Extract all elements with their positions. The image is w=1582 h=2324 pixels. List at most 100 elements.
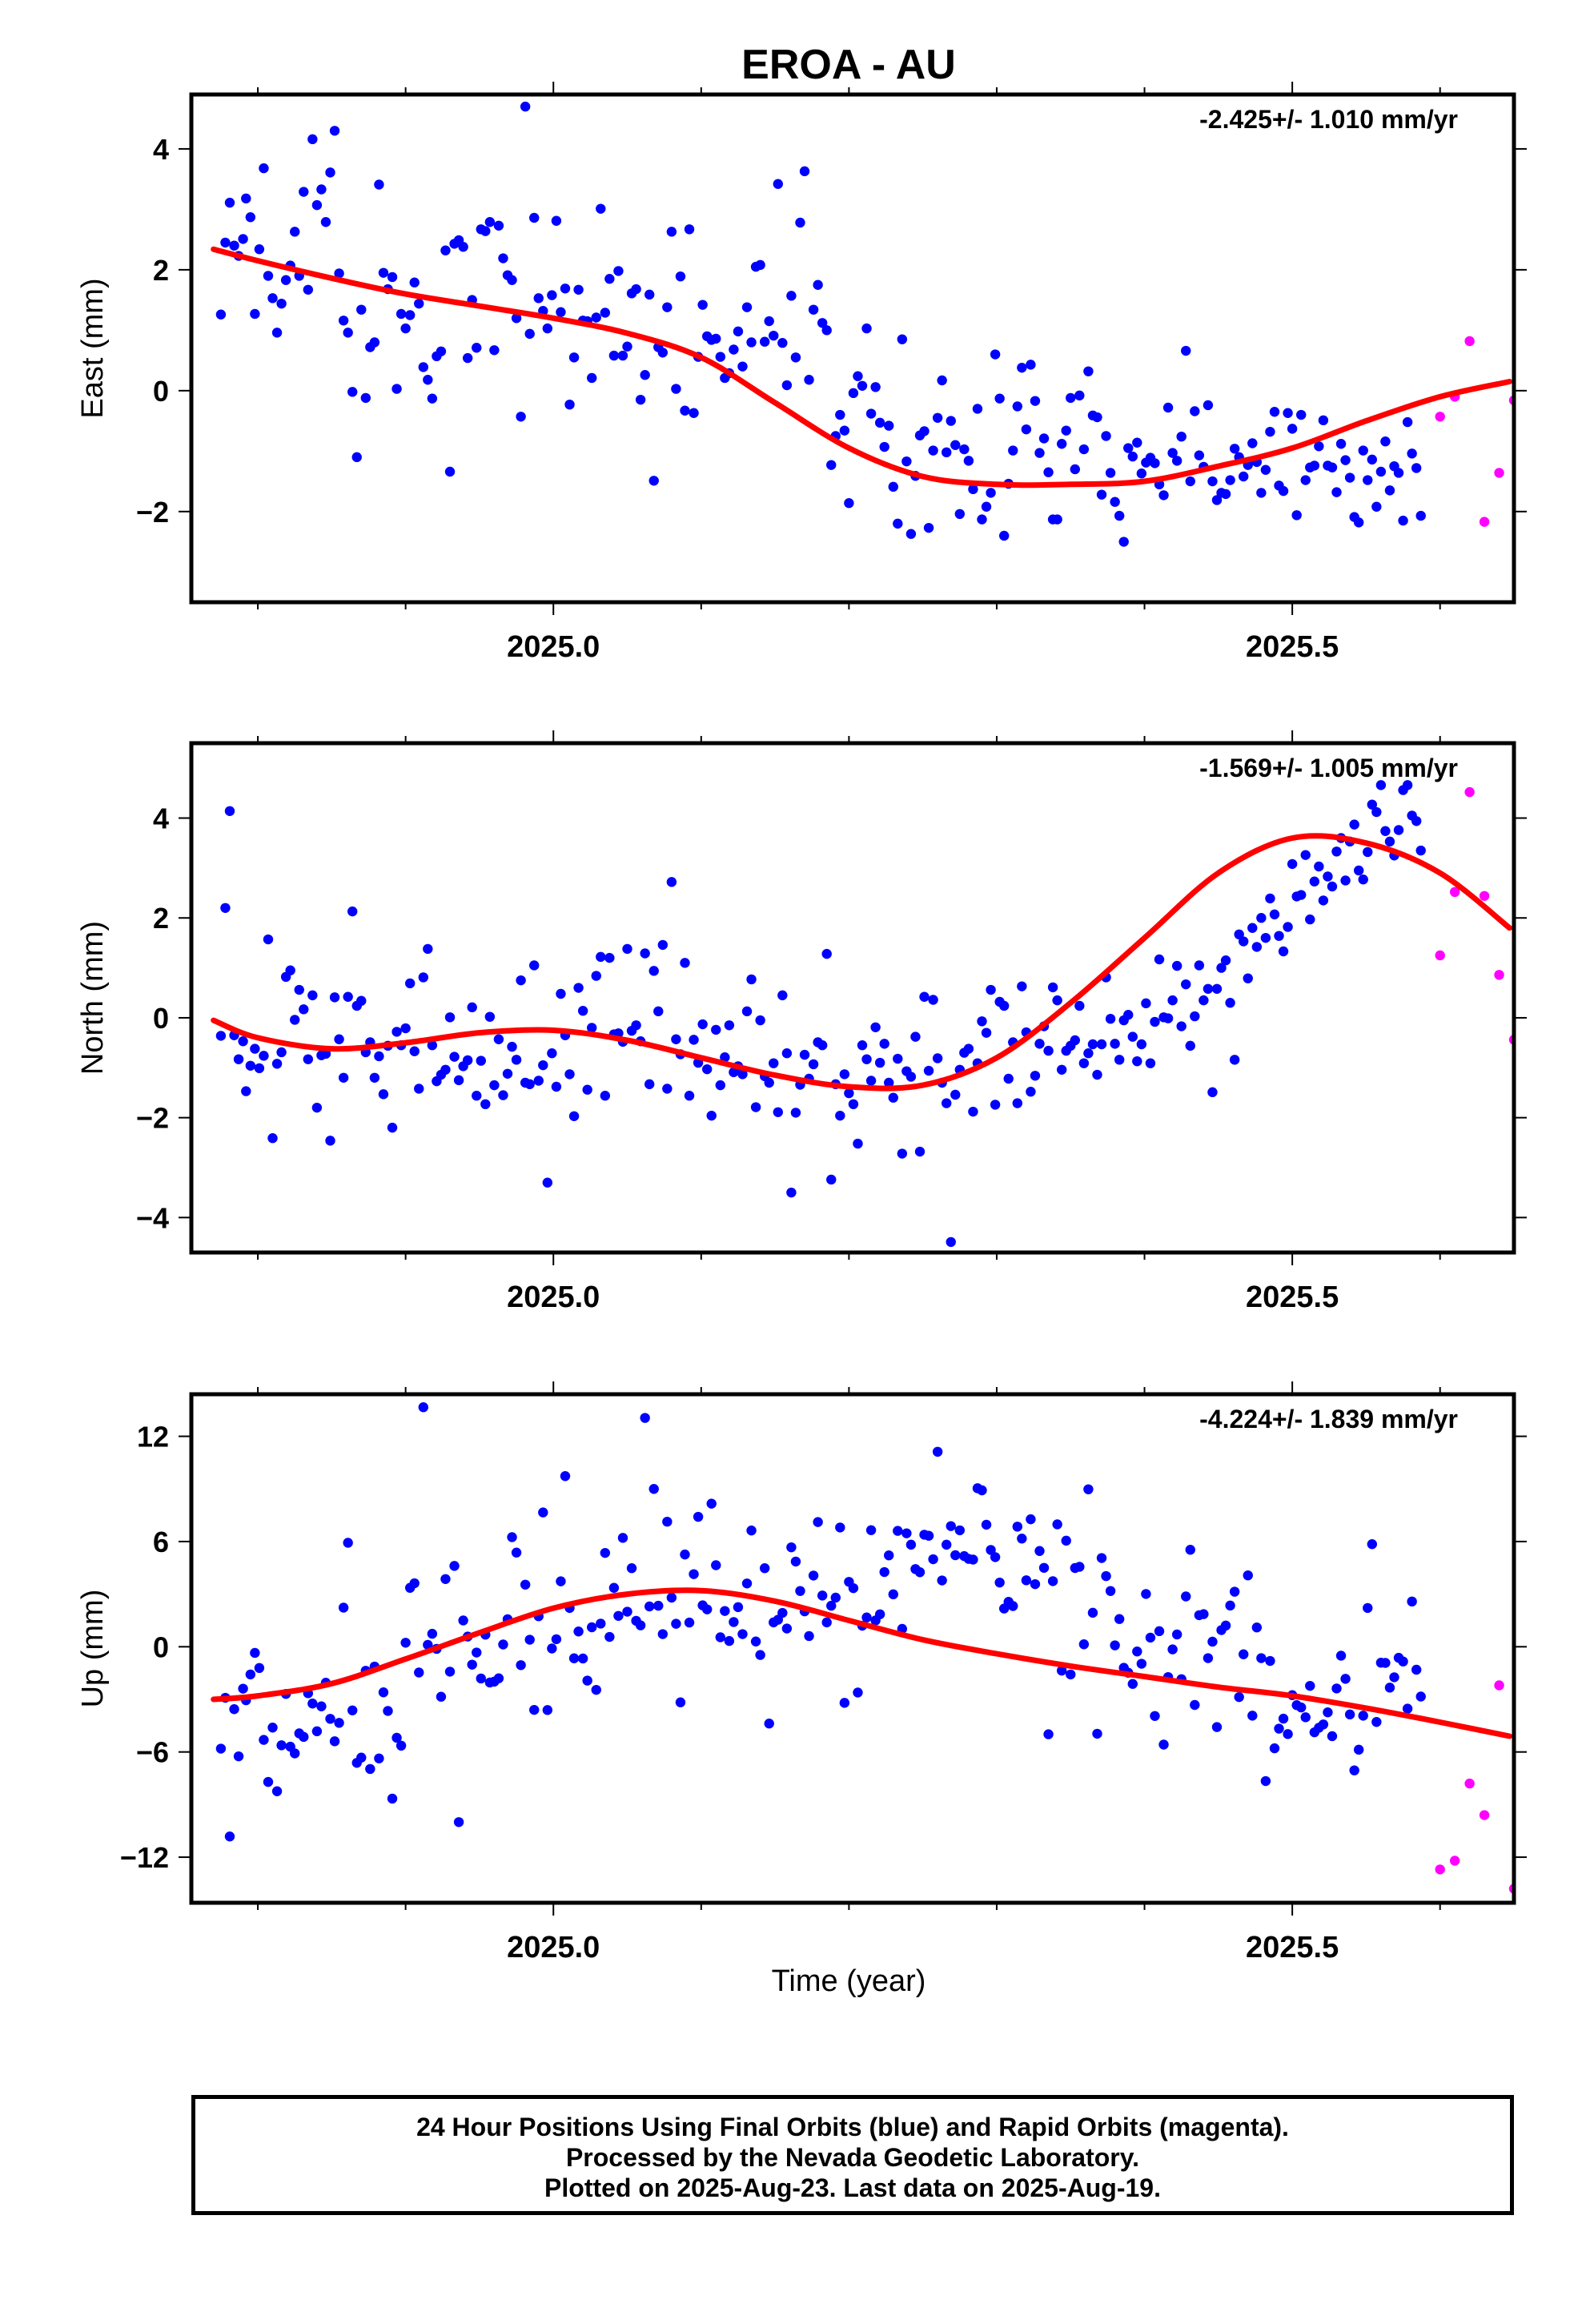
east-final-point (1203, 400, 1214, 411)
north-final-point (1190, 1011, 1200, 1022)
east-final-point (1207, 476, 1218, 487)
up-final-point (865, 1525, 877, 1535)
east-final-point (290, 227, 300, 237)
east-final-point (374, 179, 384, 190)
east-final-point (689, 408, 699, 418)
north-final-point (1185, 1040, 1195, 1051)
east-final-point (897, 334, 908, 344)
up-final-point (626, 1563, 637, 1574)
footer-line-1: 24 Hour Positions Using Final Orbits (bl… (416, 2113, 1289, 2141)
north-final-point (276, 1047, 287, 1058)
north-final-point (1083, 1048, 1094, 1059)
east-final-point (1225, 475, 1235, 485)
up-final-point (1141, 1589, 1151, 1599)
east-final-point (1070, 464, 1080, 475)
north-final-point (564, 1069, 575, 1080)
east-final-point (1194, 450, 1205, 460)
north-final-point (254, 1063, 265, 1074)
up-final-point (378, 1687, 389, 1698)
up-final-point (808, 1570, 819, 1581)
up-final-point (1114, 1614, 1125, 1624)
up-final-point (1344, 1709, 1355, 1720)
east-final-point (1158, 490, 1169, 501)
up-final-point (245, 1669, 256, 1680)
north-final-point (480, 1099, 491, 1110)
north-final-point (427, 1040, 438, 1051)
north-final-point (1375, 780, 1387, 790)
footer-notes: 24 Hour Positions Using Final Orbits (bl… (191, 2095, 1514, 2215)
north-final-point (1194, 960, 1205, 971)
east-final-point (1278, 485, 1289, 497)
east-final-point (542, 323, 553, 334)
up-final-point (1136, 1659, 1147, 1669)
up-final-point (316, 1701, 327, 1711)
up-final-point (1110, 1640, 1120, 1651)
east-final-point (888, 481, 898, 493)
east-final-point (919, 426, 930, 436)
up-final-point (271, 1786, 283, 1796)
east-final-point (946, 416, 956, 426)
north-final-point (498, 1090, 508, 1100)
north-final-point (529, 960, 540, 971)
up-final-point (1056, 1665, 1067, 1676)
east-final-point (1314, 441, 1324, 452)
up-fit-line (211, 1587, 1512, 1739)
up-final-point (1367, 1539, 1378, 1550)
north-final-point (1331, 846, 1342, 857)
up-final-point (1358, 1711, 1368, 1721)
north-final-point (294, 984, 304, 995)
up-final-point (334, 1718, 344, 1728)
north-final-point (1162, 1013, 1174, 1023)
north-final-point (307, 990, 318, 1001)
east-final-point (759, 336, 770, 347)
north-final-point (671, 1034, 681, 1044)
north-final-point (1367, 799, 1378, 810)
north-final-point (1171, 960, 1182, 971)
east-final-point (1239, 471, 1249, 482)
east-final-point (1185, 476, 1195, 487)
north-final-point (1127, 1031, 1138, 1042)
east-final-point (608, 350, 620, 361)
east-final-point (986, 488, 996, 498)
north-final-point (1274, 931, 1284, 941)
footer-line-3: Plotted on 2025-Aug-23. Last data on 202… (544, 2173, 1161, 2202)
north-rapid-point (1479, 891, 1490, 902)
north-final-point (689, 1035, 699, 1045)
east-final-point (733, 326, 744, 337)
north-final-point (418, 972, 428, 983)
north-final-point (1327, 881, 1338, 892)
up-final-point (1145, 1632, 1156, 1643)
up-final-point (1083, 1484, 1094, 1494)
up-final-point (1096, 1553, 1107, 1563)
up-final-point (396, 1740, 407, 1751)
up-final-point (1154, 1626, 1165, 1637)
up-final-point (600, 1547, 611, 1558)
north-final-point (737, 1069, 748, 1080)
east-final-point (418, 362, 428, 372)
north-final-point (1256, 913, 1267, 923)
north-final-point (1181, 979, 1191, 990)
up-final-point (1078, 1639, 1090, 1650)
east-final-point (516, 412, 526, 422)
north-final-point (1123, 1010, 1134, 1020)
north-final-point (444, 1012, 456, 1023)
up-final-point (733, 1602, 744, 1613)
east-final-point (1092, 412, 1102, 423)
east-y-tick-label: −2 (136, 496, 169, 529)
north-final-point (1305, 914, 1315, 925)
east-final-point (1034, 448, 1045, 458)
east-final-point (378, 267, 389, 278)
north-final-point (1384, 836, 1395, 847)
east-final-point (1105, 468, 1116, 478)
up-final-point (414, 1667, 424, 1678)
east-final-point (1269, 407, 1280, 417)
up-final-point (821, 1617, 832, 1628)
north-final-point (821, 948, 832, 959)
north-final-point (631, 1020, 641, 1031)
east-final-point (848, 388, 859, 399)
east-x-tick-label: 2025.0 (507, 630, 600, 664)
north-final-point (600, 1091, 611, 1101)
up-final-point (325, 1714, 335, 1724)
north-final-point (919, 991, 930, 1002)
up-frame (189, 1392, 1516, 1905)
